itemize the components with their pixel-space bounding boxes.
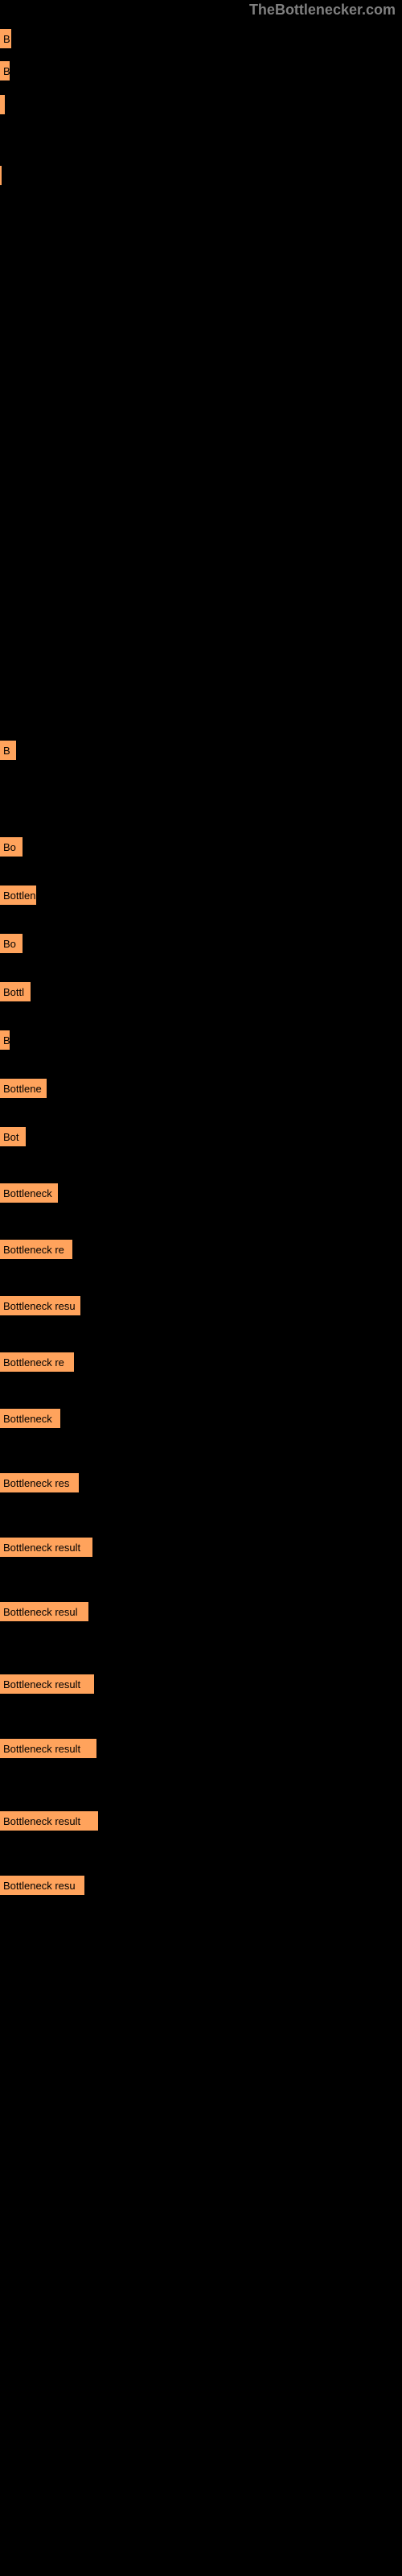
- bar-row: Bottleneck resul: [0, 1602, 88, 1621]
- bar: B: [0, 1030, 10, 1050]
- bar: Bottlen: [0, 886, 36, 905]
- bar: B: [0, 741, 16, 760]
- bar: Bottleneck resu: [0, 1876, 84, 1895]
- bar-row: Bottleneck resu: [0, 1876, 84, 1895]
- bar: Bot: [0, 1127, 26, 1146]
- bar-row: Bottleneck res: [0, 1473, 79, 1492]
- bar: Bottleneck result: [0, 1674, 94, 1694]
- bar-row: Bo: [0, 837, 23, 857]
- bar-row: Bottleneck result: [0, 1538, 92, 1557]
- bar: Bottleneck re: [0, 1352, 74, 1372]
- bar: B: [0, 29, 11, 48]
- bar-row: B: [0, 61, 10, 80]
- bar: Bottleneck re: [0, 1240, 72, 1259]
- bar-row: Bottleneck: [0, 1409, 60, 1428]
- bar-row: Bottleneck re: [0, 1240, 72, 1259]
- bar-row: Bottlene: [0, 1079, 47, 1098]
- bar: Bottlene: [0, 1079, 47, 1098]
- bar-row: Bottleneck result: [0, 1811, 98, 1831]
- bar-row: Bottleneck result: [0, 1739, 96, 1758]
- bar-row: B: [0, 1030, 10, 1050]
- bar: Bottleneck result: [0, 1538, 92, 1557]
- bar-row: Bottleneck result: [0, 1674, 94, 1694]
- bar: Bottleneck res: [0, 1473, 79, 1492]
- bar: [0, 166, 2, 185]
- bar: Bottleneck resul: [0, 1602, 88, 1621]
- bar-row: Bottleneck re: [0, 1352, 74, 1372]
- bar-row: B: [0, 29, 11, 48]
- bar: Bottleneck: [0, 1183, 58, 1203]
- watermark-text: TheBottlenecker.com: [249, 2, 396, 19]
- bar: Bottleneck resu: [0, 1296, 80, 1315]
- bar-row: Bo: [0, 934, 23, 953]
- bar-row: Bottleneck resu: [0, 1296, 80, 1315]
- bar: Bottl: [0, 982, 31, 1001]
- bar-row: [0, 95, 5, 114]
- bar-row: Bottleneck: [0, 1183, 58, 1203]
- bar: Bottleneck result: [0, 1811, 98, 1831]
- bar: B: [0, 61, 10, 80]
- bar: Bo: [0, 837, 23, 857]
- bar-row: B: [0, 741, 16, 760]
- bar: Bottleneck result: [0, 1739, 96, 1758]
- bar-row: Bottl: [0, 982, 31, 1001]
- bar-row: [0, 166, 2, 185]
- bar: Bo: [0, 934, 23, 953]
- bar: [0, 95, 5, 114]
- bar-row: Bot: [0, 1127, 26, 1146]
- bar: Bottleneck: [0, 1409, 60, 1428]
- bar-row: Bottlen: [0, 886, 36, 905]
